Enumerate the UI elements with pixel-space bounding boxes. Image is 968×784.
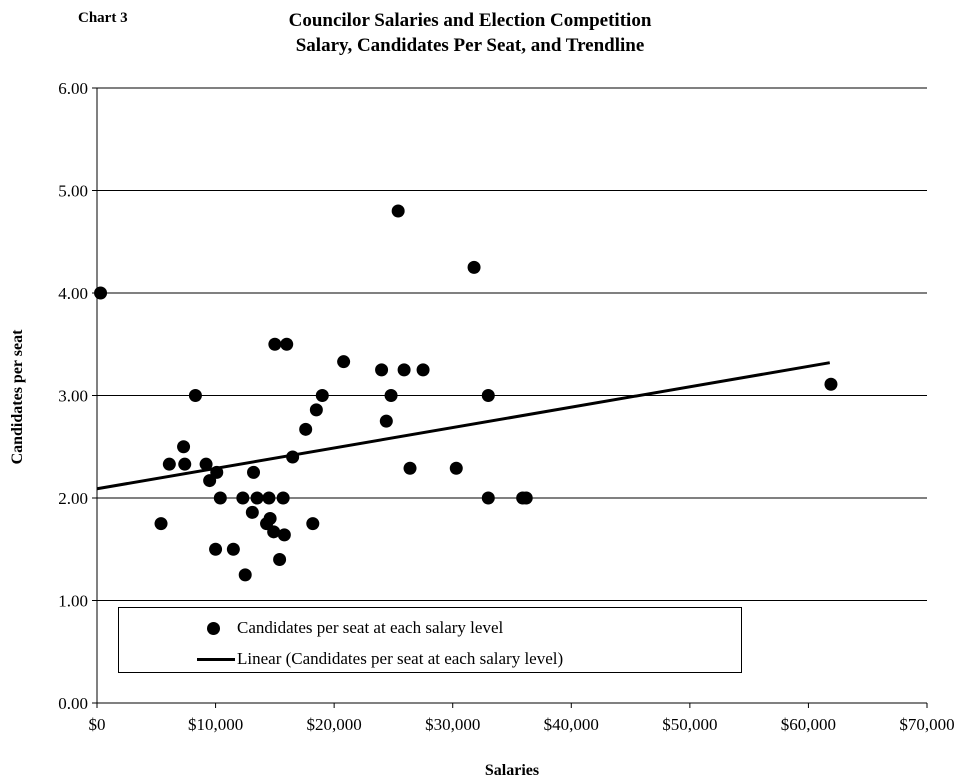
data-point [199, 457, 213, 471]
data-point [250, 491, 264, 505]
data-point [177, 440, 191, 454]
data-point [162, 457, 176, 471]
x-tick-label: $40,000 [544, 715, 599, 734]
data-point [209, 542, 223, 556]
y-tick-label: 5.00 [58, 182, 88, 201]
data-point [449, 461, 463, 475]
legend-item-trendline: Linear (Candidates per seat at each sala… [119, 649, 563, 669]
x-tick-label: $50,000 [662, 715, 717, 734]
axes [92, 87, 928, 708]
data-point [384, 389, 398, 402]
legend-item-points: Candidates per seat at each salary level [119, 618, 503, 638]
y-tick-label: 2.00 [58, 489, 88, 508]
data-point [267, 525, 281, 539]
data-point [178, 457, 192, 471]
y-tick-labels: 0.00 1.00 2.00 3.00 4.00 5.00 6.00 [58, 79, 88, 713]
x-tick-label: $20,000 [307, 715, 362, 734]
data-point [245, 505, 259, 519]
data-point [481, 389, 495, 402]
data-point [337, 355, 351, 369]
chart-title: Councilor Salaries and Election Competit… [288, 10, 652, 31]
data-point [481, 491, 495, 505]
x-tick-label: $10,000 [188, 715, 243, 734]
data-point [262, 491, 276, 505]
data-point [391, 204, 405, 218]
y-tick-label: 6.00 [58, 79, 88, 98]
legend-marker-line [191, 649, 235, 669]
chart-number: Chart 3 [78, 10, 128, 26]
legend-marker-dot [191, 618, 235, 638]
data-point [467, 260, 481, 274]
data-point [247, 465, 261, 479]
data-point [94, 286, 108, 300]
y-tick-label: 4.00 [58, 284, 88, 303]
data-point [315, 389, 329, 402]
y-tick-label: 3.00 [58, 387, 88, 406]
data-point [286, 450, 300, 464]
data-point [154, 517, 168, 531]
data-point [309, 403, 323, 417]
x-tick-label: $60,000 [781, 715, 836, 734]
data-point [519, 491, 533, 505]
legend: Candidates per seat at each salary level… [118, 607, 742, 673]
data-point [299, 422, 313, 436]
data-point [306, 517, 320, 531]
data-point [213, 491, 227, 505]
data-point [226, 542, 240, 556]
data-point [276, 491, 290, 505]
data-points [94, 204, 838, 582]
legend-label-points: Candidates per seat at each salary level [237, 618, 504, 637]
data-point [268, 337, 282, 351]
x-tick-label: $70,000 [899, 715, 954, 734]
data-point [824, 377, 838, 391]
data-point [277, 528, 291, 542]
legend-label-trendline: Linear (Candidates per seat at each sala… [237, 649, 564, 668]
data-point [188, 389, 202, 402]
data-point [238, 568, 252, 582]
chart-title-block: Councilor Salaries and Election Competit… [130, 8, 810, 58]
data-point [236, 491, 250, 505]
data-point [397, 363, 411, 377]
y-tick-label: 1.00 [58, 592, 88, 611]
data-point [263, 512, 277, 525]
y-axis-label: Candidates per seat [9, 329, 26, 465]
y-tick-label: 0.00 [58, 694, 88, 713]
data-point [280, 337, 294, 351]
data-point [379, 414, 393, 428]
data-point [416, 363, 430, 377]
x-tick-label: $0 [89, 715, 106, 734]
data-point [210, 465, 224, 479]
x-axis-label: Salaries [484, 762, 540, 779]
gridlines [97, 87, 927, 601]
data-point [273, 553, 287, 566]
x-tick-label: $30,000 [425, 715, 480, 734]
data-point [403, 461, 417, 475]
data-point [375, 363, 389, 377]
chart-subtitle: Salary, Candidates Per Seat, and Trendli… [295, 35, 645, 56]
x-tick-labels: $0 $10,000 $20,000 $30,000 $40,000 $50,000 $60… [89, 715, 955, 734]
